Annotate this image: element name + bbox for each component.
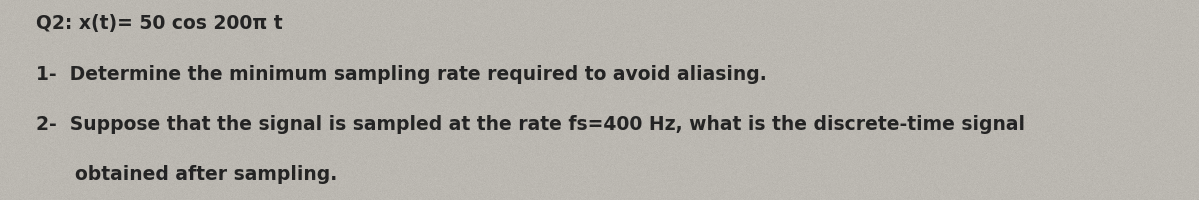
Text: Q2: x(t)= 50 cos 200π t: Q2: x(t)= 50 cos 200π t (36, 15, 283, 33)
Text: obtained after sampling.: obtained after sampling. (36, 164, 337, 184)
Text: 2-  Suppose that the signal is sampled at the rate fs=400 Hz, what is the discre: 2- Suppose that the signal is sampled at… (36, 114, 1025, 134)
Text: 1-  Determine the minimum sampling rate required to avoid aliasing.: 1- Determine the minimum sampling rate r… (36, 64, 766, 84)
